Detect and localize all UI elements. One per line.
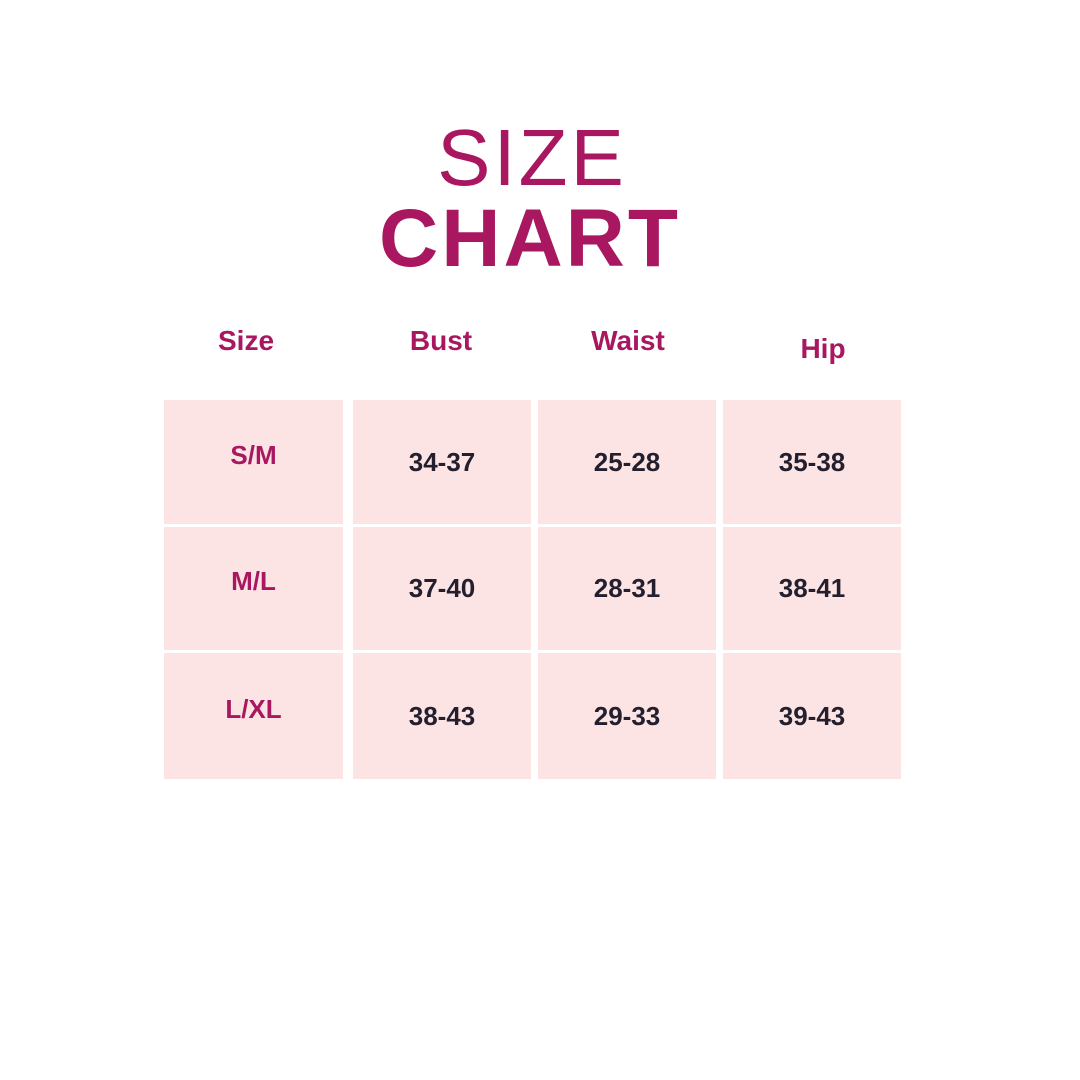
measurement-cell: 38-43 — [353, 653, 531, 779]
measurement-cell: 25-28 — [538, 400, 716, 524]
column-header-hip: Hip — [800, 333, 846, 364]
column-header-size: Size — [217, 325, 275, 356]
measurement-cell: 39-43 — [723, 653, 901, 779]
measurement-cell: 38-41 — [723, 527, 901, 650]
column-header-bust: Bust — [409, 325, 473, 356]
measurement-value: 25-28 — [593, 446, 661, 477]
measurement-value: 35-38 — [778, 446, 846, 477]
measurement-value: 29-33 — [593, 700, 661, 731]
measurement-value: 28-31 — [593, 573, 661, 603]
size-label: L/XL — [225, 693, 282, 724]
size-cell: M/L — [164, 527, 343, 650]
measurement-cell: 37-40 — [353, 527, 531, 650]
measurement-cell: 29-33 — [538, 653, 716, 779]
title-size: SIZE — [437, 113, 627, 202]
column-header-waist: Waist — [591, 325, 665, 356]
size-label: M/L — [231, 566, 276, 596]
measurement-value: 38-41 — [778, 573, 846, 603]
size-cell: S/M — [164, 400, 343, 524]
title-chart: CHART — [379, 193, 681, 284]
measurement-cell: 34-37 — [353, 400, 531, 524]
measurement-value: 38-43 — [408, 700, 476, 731]
measurement-cell: 35-38 — [723, 400, 901, 524]
size-label: S/M — [230, 439, 277, 470]
measurement-value: 34-37 — [408, 446, 476, 477]
measurement-cell: 28-31 — [538, 527, 716, 650]
measurement-value: 39-43 — [778, 700, 846, 731]
size-cell: L/XL — [164, 653, 343, 779]
measurement-value: 37-40 — [408, 573, 476, 603]
